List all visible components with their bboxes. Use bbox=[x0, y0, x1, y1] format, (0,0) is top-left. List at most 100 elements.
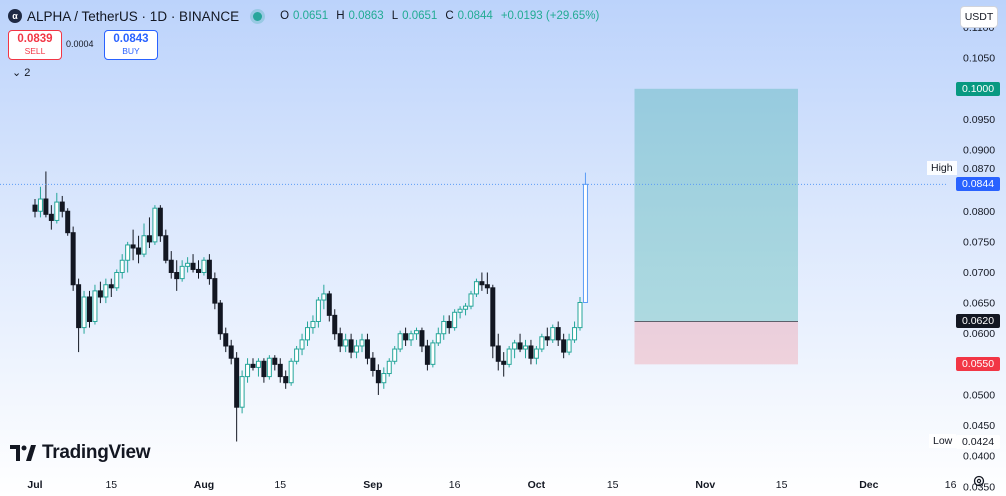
sell-price: 0.0839 bbox=[17, 33, 53, 45]
close-label: C bbox=[445, 10, 454, 22]
candle-body bbox=[577, 301, 583, 329]
candle-body bbox=[512, 342, 518, 350]
candle-body bbox=[185, 262, 191, 267]
time-axis[interactable]: Jul 15 Aug 15 Sep 16 Oct 15 Nov 15 Dec 16 bbox=[27, 479, 956, 491]
buy-button[interactable]: 0.0843 BUY bbox=[104, 30, 158, 60]
price-tick-label: 0.0650 bbox=[963, 298, 995, 310]
buy-price: 0.0843 bbox=[113, 33, 149, 45]
candle-body bbox=[163, 235, 169, 261]
candle-body bbox=[490, 287, 496, 347]
time-tick-label: Aug bbox=[194, 479, 214, 491]
low-label: L bbox=[391, 10, 399, 22]
price-tick-label: 0.1050 bbox=[963, 53, 995, 65]
price-tick-label: 0.0500 bbox=[963, 389, 995, 401]
candle-body bbox=[87, 296, 92, 322]
candle-body bbox=[403, 333, 409, 341]
candle-body bbox=[446, 320, 452, 329]
low-price-tag: 0.0424 bbox=[956, 434, 1000, 449]
indicators-toggle[interactable]: ⌄ 2 bbox=[12, 66, 30, 79]
candle-body bbox=[550, 327, 556, 341]
candle-body bbox=[386, 360, 392, 375]
symbol-title[interactable]: ALPHA / TetherUS · 1D · BINANCE bbox=[27, 8, 240, 24]
candle-body bbox=[272, 357, 278, 365]
price-tick-label: 0.0900 bbox=[963, 145, 995, 157]
price-axis[interactable]: 0.11000.10500.10000.09500.09000.08700.08… bbox=[963, 22, 995, 493]
candle-body bbox=[533, 348, 539, 359]
candle-body bbox=[375, 369, 381, 384]
candle-body bbox=[408, 333, 414, 341]
open-value: 0.0651 bbox=[293, 10, 329, 22]
candle-body bbox=[364, 339, 370, 359]
candle-body bbox=[326, 293, 332, 316]
candle-body bbox=[414, 330, 419, 335]
candle-body bbox=[125, 244, 131, 261]
take-profit-zone[interactable] bbox=[634, 88, 799, 322]
price-tick-label: 0.0870 bbox=[963, 163, 995, 175]
symbol-header: α ALPHA / TetherUS · 1D · BINANCE O 0.06… bbox=[8, 6, 599, 26]
tradingview-logo-icon bbox=[10, 445, 36, 461]
candle-body bbox=[70, 232, 76, 286]
candle-body bbox=[294, 348, 300, 362]
candle-body bbox=[435, 333, 441, 344]
candle-body bbox=[234, 357, 240, 408]
time-tick-label: 15 bbox=[776, 479, 788, 491]
candle-body bbox=[136, 247, 142, 255]
long-position-tool[interactable] bbox=[634, 88, 799, 365]
candle-body bbox=[348, 339, 354, 353]
market-open-icon bbox=[253, 11, 263, 21]
candle-body bbox=[65, 210, 71, 234]
candle-body bbox=[245, 363, 251, 378]
candle-body bbox=[59, 201, 65, 212]
high-label: H bbox=[336, 10, 345, 22]
gear-icon[interactable] bbox=[972, 474, 986, 488]
candle-body bbox=[228, 345, 234, 359]
candle-body bbox=[397, 333, 403, 350]
candle-body bbox=[544, 336, 550, 341]
candle-body bbox=[141, 235, 147, 255]
stop-price-tag: 0.0550 bbox=[956, 357, 1000, 372]
ohlc-values: O 0.0651 H 0.0863 L 0.0651 C 0.0844 +0.0… bbox=[280, 10, 599, 22]
candle-body bbox=[332, 314, 338, 335]
candle-body bbox=[283, 376, 289, 384]
spread-value: 0.0004 bbox=[66, 39, 94, 49]
candle-body bbox=[321, 293, 327, 301]
sell-button[interactable]: 0.0839 SELL bbox=[8, 30, 62, 60]
candle-body bbox=[206, 259, 212, 280]
candle-body bbox=[119, 259, 125, 273]
candle-body bbox=[495, 345, 501, 362]
time-tick-label: Jul bbox=[27, 479, 42, 491]
price-tick-label: 0.0950 bbox=[963, 114, 995, 126]
indicator-count: 2 bbox=[24, 67, 31, 79]
candle-body bbox=[473, 281, 479, 295]
change-value: +0.0193 (+29.65%) bbox=[500, 10, 600, 22]
candle-body bbox=[103, 284, 109, 298]
high-marker-label: High bbox=[927, 161, 957, 176]
time-tick-label: 15 bbox=[607, 479, 619, 491]
candle-body bbox=[37, 198, 43, 212]
candle-body bbox=[354, 345, 360, 353]
candle-body bbox=[468, 293, 474, 307]
candle-body bbox=[572, 327, 578, 341]
candle-body bbox=[288, 360, 294, 384]
candle-body bbox=[457, 308, 463, 313]
candle-body bbox=[419, 330, 425, 347]
candle-body bbox=[424, 345, 430, 365]
currency-button[interactable]: USDT bbox=[960, 6, 998, 28]
entry-price-tag: 0.0620 bbox=[956, 314, 1000, 329]
price-tick-label: 0.0350 bbox=[963, 481, 995, 493]
tradingview-logo[interactable]: TradingView bbox=[10, 442, 151, 464]
stop-loss-zone[interactable] bbox=[634, 321, 799, 365]
candle-body bbox=[523, 345, 528, 350]
candle-body bbox=[76, 284, 82, 329]
price-tick-label: 0.0600 bbox=[963, 328, 995, 340]
candle-body bbox=[130, 244, 136, 249]
candle-body bbox=[212, 278, 218, 304]
candle-body bbox=[32, 204, 38, 212]
open-label: O bbox=[280, 10, 290, 22]
candle-body bbox=[114, 271, 120, 289]
candle-body bbox=[266, 357, 272, 378]
candle-body bbox=[566, 339, 572, 353]
candle-body bbox=[430, 342, 436, 365]
candle-body bbox=[250, 363, 256, 368]
